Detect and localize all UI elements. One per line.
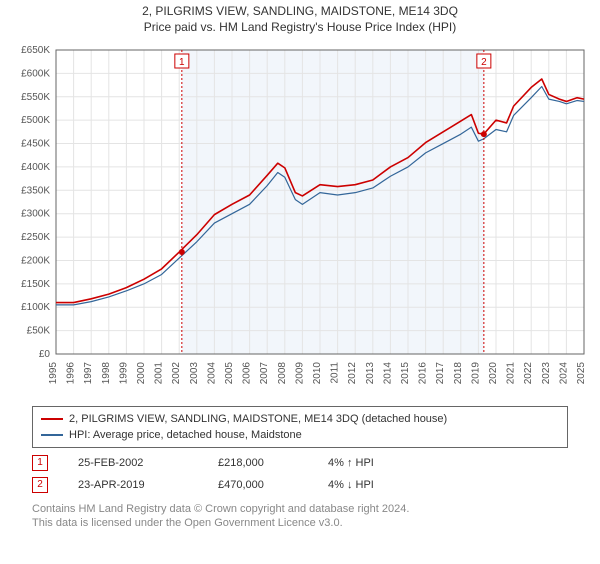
price-chart: £0 £50K £100K £150K £200K £250K £300K £350K £400… <box>8 44 592 399</box>
svg-text:2004: 2004 <box>206 362 217 385</box>
svg-text:2005: 2005 <box>224 362 235 385</box>
svg-text:2011: 2011 <box>330 362 341 384</box>
sale-price: £218,000 <box>218 452 298 474</box>
svg-text:1: 1 <box>179 57 185 68</box>
legend-swatch <box>41 418 63 420</box>
svg-text:2023: 2023 <box>541 362 552 385</box>
sale-pct: 4% ↑ HPI <box>328 452 418 474</box>
svg-text:2: 2 <box>481 57 487 68</box>
svg-text:£200K: £200K <box>21 255 50 266</box>
footer-line: This data is licensed under the Open Gov… <box>32 516 568 530</box>
legend-label: HPI: Average price, detached house, Maid… <box>69 427 302 443</box>
sales-table: 1 25-FEB-2002 £218,000 4% ↑ HPI 2 23-APR… <box>32 452 568 496</box>
svg-text:2007: 2007 <box>259 362 270 385</box>
marker-badge: 2 <box>32 477 48 493</box>
table-row: 2 23-APR-2019 £470,000 4% ↓ HPI <box>32 474 568 496</box>
sale-price: £470,000 <box>218 474 298 496</box>
svg-text:2003: 2003 <box>189 362 200 385</box>
svg-text:£500K: £500K <box>21 115 50 126</box>
svg-text:£400K: £400K <box>21 162 50 173</box>
svg-text:2020: 2020 <box>488 362 499 385</box>
svg-text:2001: 2001 <box>154 362 165 385</box>
svg-text:£100K: £100K <box>21 302 50 313</box>
svg-text:2009: 2009 <box>294 362 305 385</box>
svg-text:1996: 1996 <box>66 362 77 385</box>
table-row: 1 25-FEB-2002 £218,000 4% ↑ HPI <box>32 452 568 474</box>
svg-text:2015: 2015 <box>400 362 411 385</box>
svg-text:2008: 2008 <box>277 362 288 385</box>
svg-text:1999: 1999 <box>118 362 129 385</box>
svg-text:1997: 1997 <box>83 362 94 385</box>
sale-date: 23-APR-2019 <box>78 474 188 496</box>
svg-text:2019: 2019 <box>470 362 481 385</box>
svg-text:1998: 1998 <box>101 362 112 385</box>
footer-attribution: Contains HM Land Registry data © Crown c… <box>32 502 568 530</box>
svg-text:2017: 2017 <box>435 362 446 385</box>
svg-text:£600K: £600K <box>21 68 50 79</box>
svg-text:£450K: £450K <box>21 139 50 150</box>
svg-text:2013: 2013 <box>365 362 376 385</box>
svg-text:2000: 2000 <box>136 362 147 385</box>
svg-text:2002: 2002 <box>171 362 182 385</box>
svg-text:1995: 1995 <box>48 362 59 385</box>
legend: 2, PILGRIMS VIEW, SANDLING, MAIDSTONE, M… <box>32 406 568 448</box>
svg-text:2022: 2022 <box>523 362 534 385</box>
svg-text:£0: £0 <box>39 349 51 360</box>
legend-item: HPI: Average price, detached house, Maid… <box>41 427 559 443</box>
svg-text:2012: 2012 <box>347 362 358 385</box>
sale-date: 25-FEB-2002 <box>78 452 188 474</box>
svg-text:2021: 2021 <box>506 362 517 385</box>
svg-text:2024: 2024 <box>558 362 569 385</box>
legend-label: 2, PILGRIMS VIEW, SANDLING, MAIDSTONE, M… <box>69 411 447 427</box>
sale-pct: 4% ↓ HPI <box>328 474 418 496</box>
svg-text:2018: 2018 <box>453 362 464 385</box>
svg-text:2014: 2014 <box>382 362 393 385</box>
svg-text:£50K: £50K <box>27 326 51 337</box>
svg-text:2006: 2006 <box>242 362 253 385</box>
page-title: 2, PILGRIMS VIEW, SANDLING, MAIDSTONE, M… <box>0 4 600 18</box>
legend-swatch <box>41 434 63 436</box>
legend-item: 2, PILGRIMS VIEW, SANDLING, MAIDSTONE, M… <box>41 411 559 427</box>
svg-text:£150K: £150K <box>21 279 50 290</box>
svg-text:£300K: £300K <box>21 209 50 220</box>
svg-text:£550K: £550K <box>21 92 50 103</box>
svg-text:2016: 2016 <box>418 362 429 385</box>
marker-badge: 1 <box>32 455 48 471</box>
page-subtitle: Price paid vs. HM Land Registry's House … <box>0 20 600 34</box>
svg-text:2010: 2010 <box>312 362 323 385</box>
svg-text:£250K: £250K <box>21 232 50 243</box>
footer-line: Contains HM Land Registry data © Crown c… <box>32 502 568 516</box>
svg-text:£350K: £350K <box>21 185 50 196</box>
svg-text:2025: 2025 <box>576 362 587 385</box>
svg-text:£650K: £650K <box>21 45 50 56</box>
